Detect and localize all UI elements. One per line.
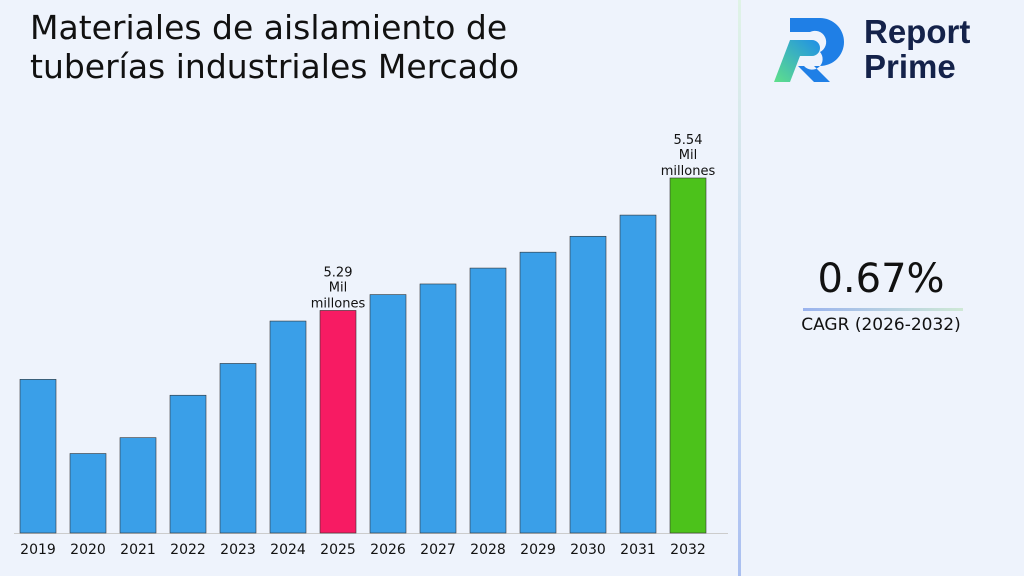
cagr-underline	[803, 308, 963, 311]
logo-text-line1: Report	[864, 13, 971, 50]
x-tick-label-2020: 2020	[70, 542, 106, 558]
x-tick-label-2029: 2029	[520, 542, 556, 558]
bar-2032	[669, 177, 707, 534]
bar-2031	[619, 214, 657, 534]
x-tick-label-2022: 2022	[170, 542, 206, 558]
cagr-label: CAGR (2026-2032)	[801, 315, 961, 335]
data-label-2025: millones	[311, 296, 366, 311]
bar-2024	[269, 320, 307, 534]
x-tick-label-2031: 2031	[620, 542, 656, 558]
data-label-2032: Mil	[679, 148, 697, 163]
x-tick-label-2030: 2030	[570, 542, 606, 558]
cagr-value: 0.67%	[817, 256, 945, 302]
data-label-2025: Mil	[329, 280, 347, 295]
x-tick-label-2028: 2028	[470, 542, 506, 558]
bar-2019	[19, 379, 57, 534]
x-tick-label-2026: 2026	[370, 542, 406, 558]
x-tick-label-2025: 2025	[320, 542, 356, 558]
x-tick-label-2032: 2032	[670, 542, 706, 558]
divider	[738, 0, 741, 576]
bar-2023	[219, 363, 257, 534]
chart-title: Materiales de aislamiento de tuberías in…	[30, 8, 520, 86]
logo-text-line2: Prime	[864, 48, 956, 85]
x-tick-label-2027: 2027	[420, 542, 456, 558]
bar-2030	[569, 235, 607, 534]
x-tick-label-2023: 2023	[220, 542, 256, 558]
bar-2021	[119, 437, 157, 534]
x-tick-label-2019: 2019	[20, 542, 56, 558]
bar-2020	[69, 453, 107, 534]
data-label-2025: 5.29	[324, 265, 353, 280]
bar-chart: 2019 2020 2021 2022 2023 2024 2025 2026 2027 2028…	[14, 133, 728, 558]
bar-2028	[469, 267, 507, 534]
report-prime-logo: Report Prime	[768, 14, 970, 84]
bar-2026	[369, 294, 407, 534]
bar-2025	[319, 310, 357, 534]
data-label-2032: millones	[661, 164, 716, 179]
x-tick-label-2024: 2024	[270, 542, 306, 558]
x-tick-label-2021: 2021	[120, 542, 156, 558]
bar-2022	[169, 394, 207, 534]
data-label-2032: 5.54	[674, 133, 703, 148]
bar-2027	[419, 283, 457, 534]
bar-2029	[519, 251, 557, 534]
logo-mark-icon	[774, 18, 844, 82]
